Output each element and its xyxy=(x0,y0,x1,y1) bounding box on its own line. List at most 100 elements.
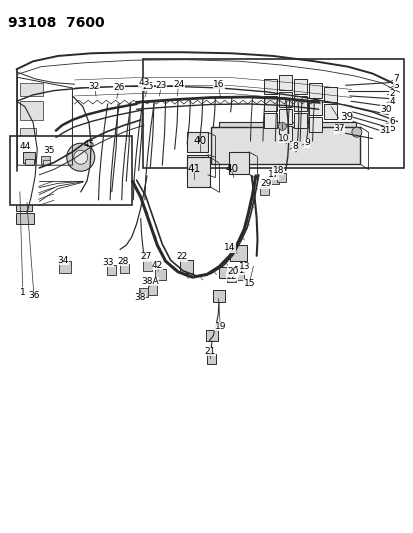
Bar xyxy=(41,156,50,164)
Bar xyxy=(70,165,83,175)
Text: 24: 24 xyxy=(173,80,184,88)
Text: 14: 14 xyxy=(223,244,235,252)
Text: 29: 29 xyxy=(259,180,271,188)
Text: 39: 39 xyxy=(339,112,353,122)
Bar xyxy=(278,126,292,141)
Text: 5: 5 xyxy=(388,125,394,133)
Text: 38A: 38A xyxy=(141,277,159,286)
Text: 8: 8 xyxy=(291,142,297,150)
Bar xyxy=(323,87,336,102)
Bar xyxy=(211,127,359,164)
Circle shape xyxy=(351,127,361,137)
Bar xyxy=(70,152,83,161)
Bar xyxy=(228,152,248,174)
Bar xyxy=(276,173,285,182)
Bar xyxy=(70,179,83,188)
Bar xyxy=(235,269,244,280)
Bar xyxy=(23,152,35,163)
Bar xyxy=(388,103,396,110)
Bar xyxy=(20,101,43,120)
Bar xyxy=(263,79,277,94)
Bar xyxy=(388,79,396,86)
Bar xyxy=(386,118,394,125)
Bar xyxy=(259,187,268,195)
Text: 17: 17 xyxy=(267,171,278,179)
Bar xyxy=(206,354,216,364)
Bar xyxy=(20,83,43,96)
Text: 10: 10 xyxy=(277,134,289,143)
Bar xyxy=(390,87,398,94)
Text: 25: 25 xyxy=(142,82,154,91)
Bar xyxy=(387,111,395,118)
Bar xyxy=(293,79,306,94)
Bar xyxy=(187,157,209,187)
Bar xyxy=(138,288,147,297)
Text: 33: 33 xyxy=(102,258,114,266)
Bar xyxy=(180,260,192,273)
Text: 40: 40 xyxy=(192,136,206,146)
Text: 21: 21 xyxy=(204,348,216,356)
Bar xyxy=(389,95,396,102)
Bar xyxy=(230,245,246,261)
Text: 22: 22 xyxy=(176,253,188,261)
Bar xyxy=(16,213,34,224)
Text: 35: 35 xyxy=(43,146,55,155)
Text: 43: 43 xyxy=(138,78,150,87)
Circle shape xyxy=(66,143,95,171)
Bar xyxy=(292,148,301,157)
Text: 7: 7 xyxy=(392,75,398,83)
Text: 4: 4 xyxy=(389,97,394,106)
Text: 1: 1 xyxy=(20,288,26,296)
Bar xyxy=(213,290,224,302)
Bar xyxy=(308,100,321,115)
Bar xyxy=(308,83,321,98)
Bar xyxy=(142,261,152,271)
Bar xyxy=(219,122,355,138)
Bar xyxy=(278,109,292,124)
Bar xyxy=(293,96,306,111)
Bar xyxy=(206,330,217,341)
Bar xyxy=(372,135,379,142)
Text: 44: 44 xyxy=(19,142,31,151)
Bar xyxy=(263,113,277,128)
Text: 23: 23 xyxy=(155,81,167,90)
Text: 36: 36 xyxy=(28,292,40,300)
Bar xyxy=(218,266,228,278)
Text: 15: 15 xyxy=(243,279,254,288)
Text: 11: 11 xyxy=(234,266,245,275)
Text: 37: 37 xyxy=(333,125,344,133)
Text: 19: 19 xyxy=(214,322,225,330)
Bar xyxy=(385,124,393,130)
Text: 27: 27 xyxy=(140,253,151,261)
Bar xyxy=(323,104,336,119)
Bar xyxy=(187,155,207,175)
Bar xyxy=(25,159,34,165)
Bar xyxy=(384,129,392,135)
Text: 6: 6 xyxy=(389,117,394,126)
Text: 41: 41 xyxy=(187,165,200,174)
Bar xyxy=(278,92,292,107)
Bar xyxy=(43,160,50,165)
Bar xyxy=(270,176,279,184)
Text: 16: 16 xyxy=(212,80,224,88)
Bar xyxy=(16,179,38,197)
Bar xyxy=(120,264,129,273)
Bar xyxy=(187,132,207,152)
Text: 20: 20 xyxy=(226,268,238,276)
Bar xyxy=(278,75,292,90)
Text: 42: 42 xyxy=(151,261,163,270)
Bar xyxy=(59,261,71,273)
Text: 12: 12 xyxy=(225,272,237,280)
Text: 32: 32 xyxy=(88,82,100,91)
Circle shape xyxy=(278,122,286,131)
Text: 38: 38 xyxy=(134,293,145,302)
Bar xyxy=(16,197,32,211)
Bar xyxy=(226,272,235,282)
Text: 93108  7600: 93108 7600 xyxy=(8,16,104,30)
Text: 3: 3 xyxy=(393,81,399,90)
Text: 26: 26 xyxy=(113,84,125,92)
Bar xyxy=(20,128,36,144)
Bar xyxy=(155,269,165,280)
Text: 30: 30 xyxy=(379,105,391,114)
Text: 13: 13 xyxy=(239,262,250,271)
